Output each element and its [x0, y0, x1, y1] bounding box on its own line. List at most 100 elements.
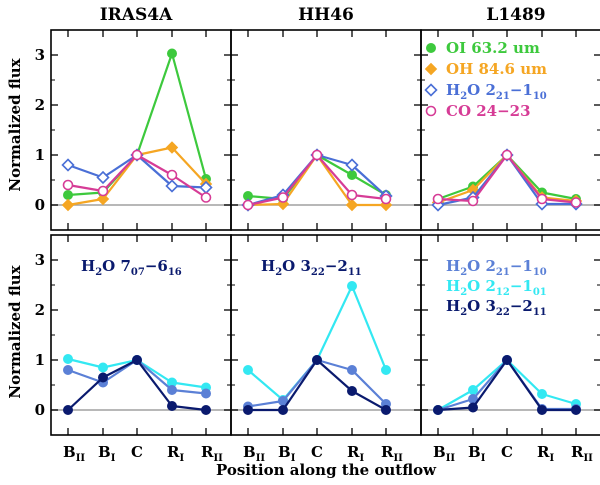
panel-label-0: H2O 707−616: [81, 257, 182, 278]
data-point-h322-3: [537, 405, 547, 415]
legend-label-h322-part-3: 22: [496, 307, 510, 318]
series-co: [242, 149, 392, 211]
data-point-h221-3: [347, 365, 357, 375]
panel-label-1-part-1: 2: [275, 267, 282, 278]
x-tick-label-4: RII: [381, 443, 403, 464]
data-point-co-1: [467, 195, 479, 207]
legend-label-oh-part-0: OH 84.6 um: [446, 60, 547, 78]
data-point-h2o-1: [96, 170, 110, 185]
x-tick-label-0-part-0: B: [243, 443, 256, 461]
legend-marker-h2o: [424, 83, 438, 97]
panel-label-0-part-5: 16: [168, 267, 182, 278]
series-line-oi: [67, 52, 208, 197]
x-tick-label-1-part-1: I: [291, 453, 296, 464]
legend-label-h212-part-4: −1: [510, 277, 533, 295]
series-line-h2o: [437, 153, 576, 207]
legend-label-h212-part-1: 2: [460, 287, 467, 298]
legend-label-h212-part-0: H: [446, 277, 460, 295]
legend-label-h221-part-2: O 2: [467, 257, 496, 275]
data-point-co-4: [200, 192, 212, 203]
panel-label-0-part-2: O 7: [102, 257, 131, 275]
legend-label-h221-part-1: 2: [460, 267, 467, 278]
x-tick-label-2-part-0: C: [131, 443, 143, 461]
legend-item-oh: OH 84.6 um: [424, 60, 547, 78]
data-point-co-0: [62, 179, 74, 191]
x-tick-label-0: BII: [433, 443, 455, 464]
panel-frame: [420, 234, 600, 436]
legend-label-h322-part-4: −2: [510, 297, 533, 315]
legend-label-oi: OI 63.2 um: [446, 39, 540, 57]
y-tick-label: 0: [35, 196, 45, 214]
legend-label-h212: H2O 212−101: [446, 277, 547, 298]
y-tick-label: 2: [35, 96, 45, 114]
x-tick-label-0-part-0: B: [433, 443, 446, 461]
column-title-iras4a: IRAS4A: [100, 5, 173, 25]
x-tick-label-3-part-1: I: [179, 453, 184, 464]
data-point-co-0: [432, 193, 444, 205]
y-tick-label: 3: [35, 251, 45, 269]
panel-label-1: H2O 322−211: [261, 257, 362, 278]
data-point-h221-4: [201, 388, 211, 399]
data-point-h212-3: [537, 389, 547, 399]
panel-label-0-part-0: H: [81, 257, 95, 275]
legend-label-h322-part-1: 2: [460, 307, 467, 318]
panel-label-0-part-3: 07: [131, 267, 145, 278]
data-point-co-4: [380, 193, 392, 205]
y-tick-label: 1: [35, 351, 45, 369]
legend-marker-co: [425, 105, 437, 117]
series-h322: [433, 355, 581, 415]
series-line-h221: [437, 358, 576, 412]
panel-label-1-part-5: 11: [348, 267, 362, 278]
y-tick-label: 0: [35, 401, 45, 419]
legend-item-oi: OI 63.2 um: [426, 39, 540, 57]
series-oi: [63, 48, 211, 200]
column-title-hh46: HH46: [298, 5, 354, 25]
legend-label-h221: H2O 221−110: [446, 257, 547, 278]
data-point-oh-3: [165, 141, 179, 154]
data-point-h322-1: [468, 402, 478, 413]
column-title-l1489: L1489: [486, 5, 545, 25]
legend-label-co-part-0: CO 24−23: [446, 102, 531, 120]
data-point-h2o-3: [345, 158, 359, 172]
legend-item-co: CO 24−23: [425, 102, 531, 120]
x-tick-label-2: C: [131, 443, 143, 461]
data-point-h2o-0: [61, 158, 75, 172]
panel-label-0-part-4: −6: [145, 257, 168, 275]
panel-frame: [420, 29, 600, 231]
legend-label-h2o-part-4: −1: [510, 81, 533, 99]
x-tick-label-3-part-1: I: [359, 453, 364, 464]
data-point-h322-2: [132, 355, 142, 365]
x-tick-label-4: RII: [571, 443, 593, 464]
panel-r0-c1: [230, 29, 422, 231]
panel-r0-c2: [420, 29, 600, 231]
y-axis-label-top: Normalized flux: [6, 57, 24, 191]
legend-label-oh: OH 84.6 um: [446, 60, 547, 78]
y-tick-label: 1: [35, 146, 45, 164]
panel-label-1-part-4: −2: [325, 257, 348, 275]
panel-label-1-part-3: 22: [311, 267, 325, 278]
legend-label-h212-part-5: 01: [533, 287, 547, 298]
y-tick-label: 3: [35, 46, 45, 64]
data-point-h322-3: [347, 386, 357, 396]
x-tick-label-3: RI: [347, 443, 364, 464]
x-tick-label-1: BI: [468, 443, 486, 464]
data-point-co-1: [97, 185, 109, 197]
x-tick-label-0-part-1: II: [446, 453, 456, 464]
legend-label-h322: H2O 322−211: [446, 297, 547, 318]
series-h322: [243, 355, 391, 415]
x-tick-label-4-part-0: R: [201, 443, 214, 461]
legend-label-h221-part-5: 10: [533, 267, 547, 278]
x-tick-label-1-part-0: B: [468, 443, 481, 461]
data-point-h322-3: [167, 401, 177, 411]
data-point-co-4: [570, 197, 582, 208]
legend-label-h2o-part-1: 2: [460, 91, 467, 102]
x-axis-label: Position along the outflow: [216, 461, 437, 479]
data-point-oh-0: [61, 198, 75, 212]
x-tick-label-1-part-1: I: [481, 453, 486, 464]
x-tick-label-4-part-1: II: [583, 453, 593, 464]
data-point-h322-0: [433, 405, 443, 415]
x-tick-label-3-part-0: R: [537, 443, 550, 461]
data-point-co-2: [131, 149, 143, 161]
